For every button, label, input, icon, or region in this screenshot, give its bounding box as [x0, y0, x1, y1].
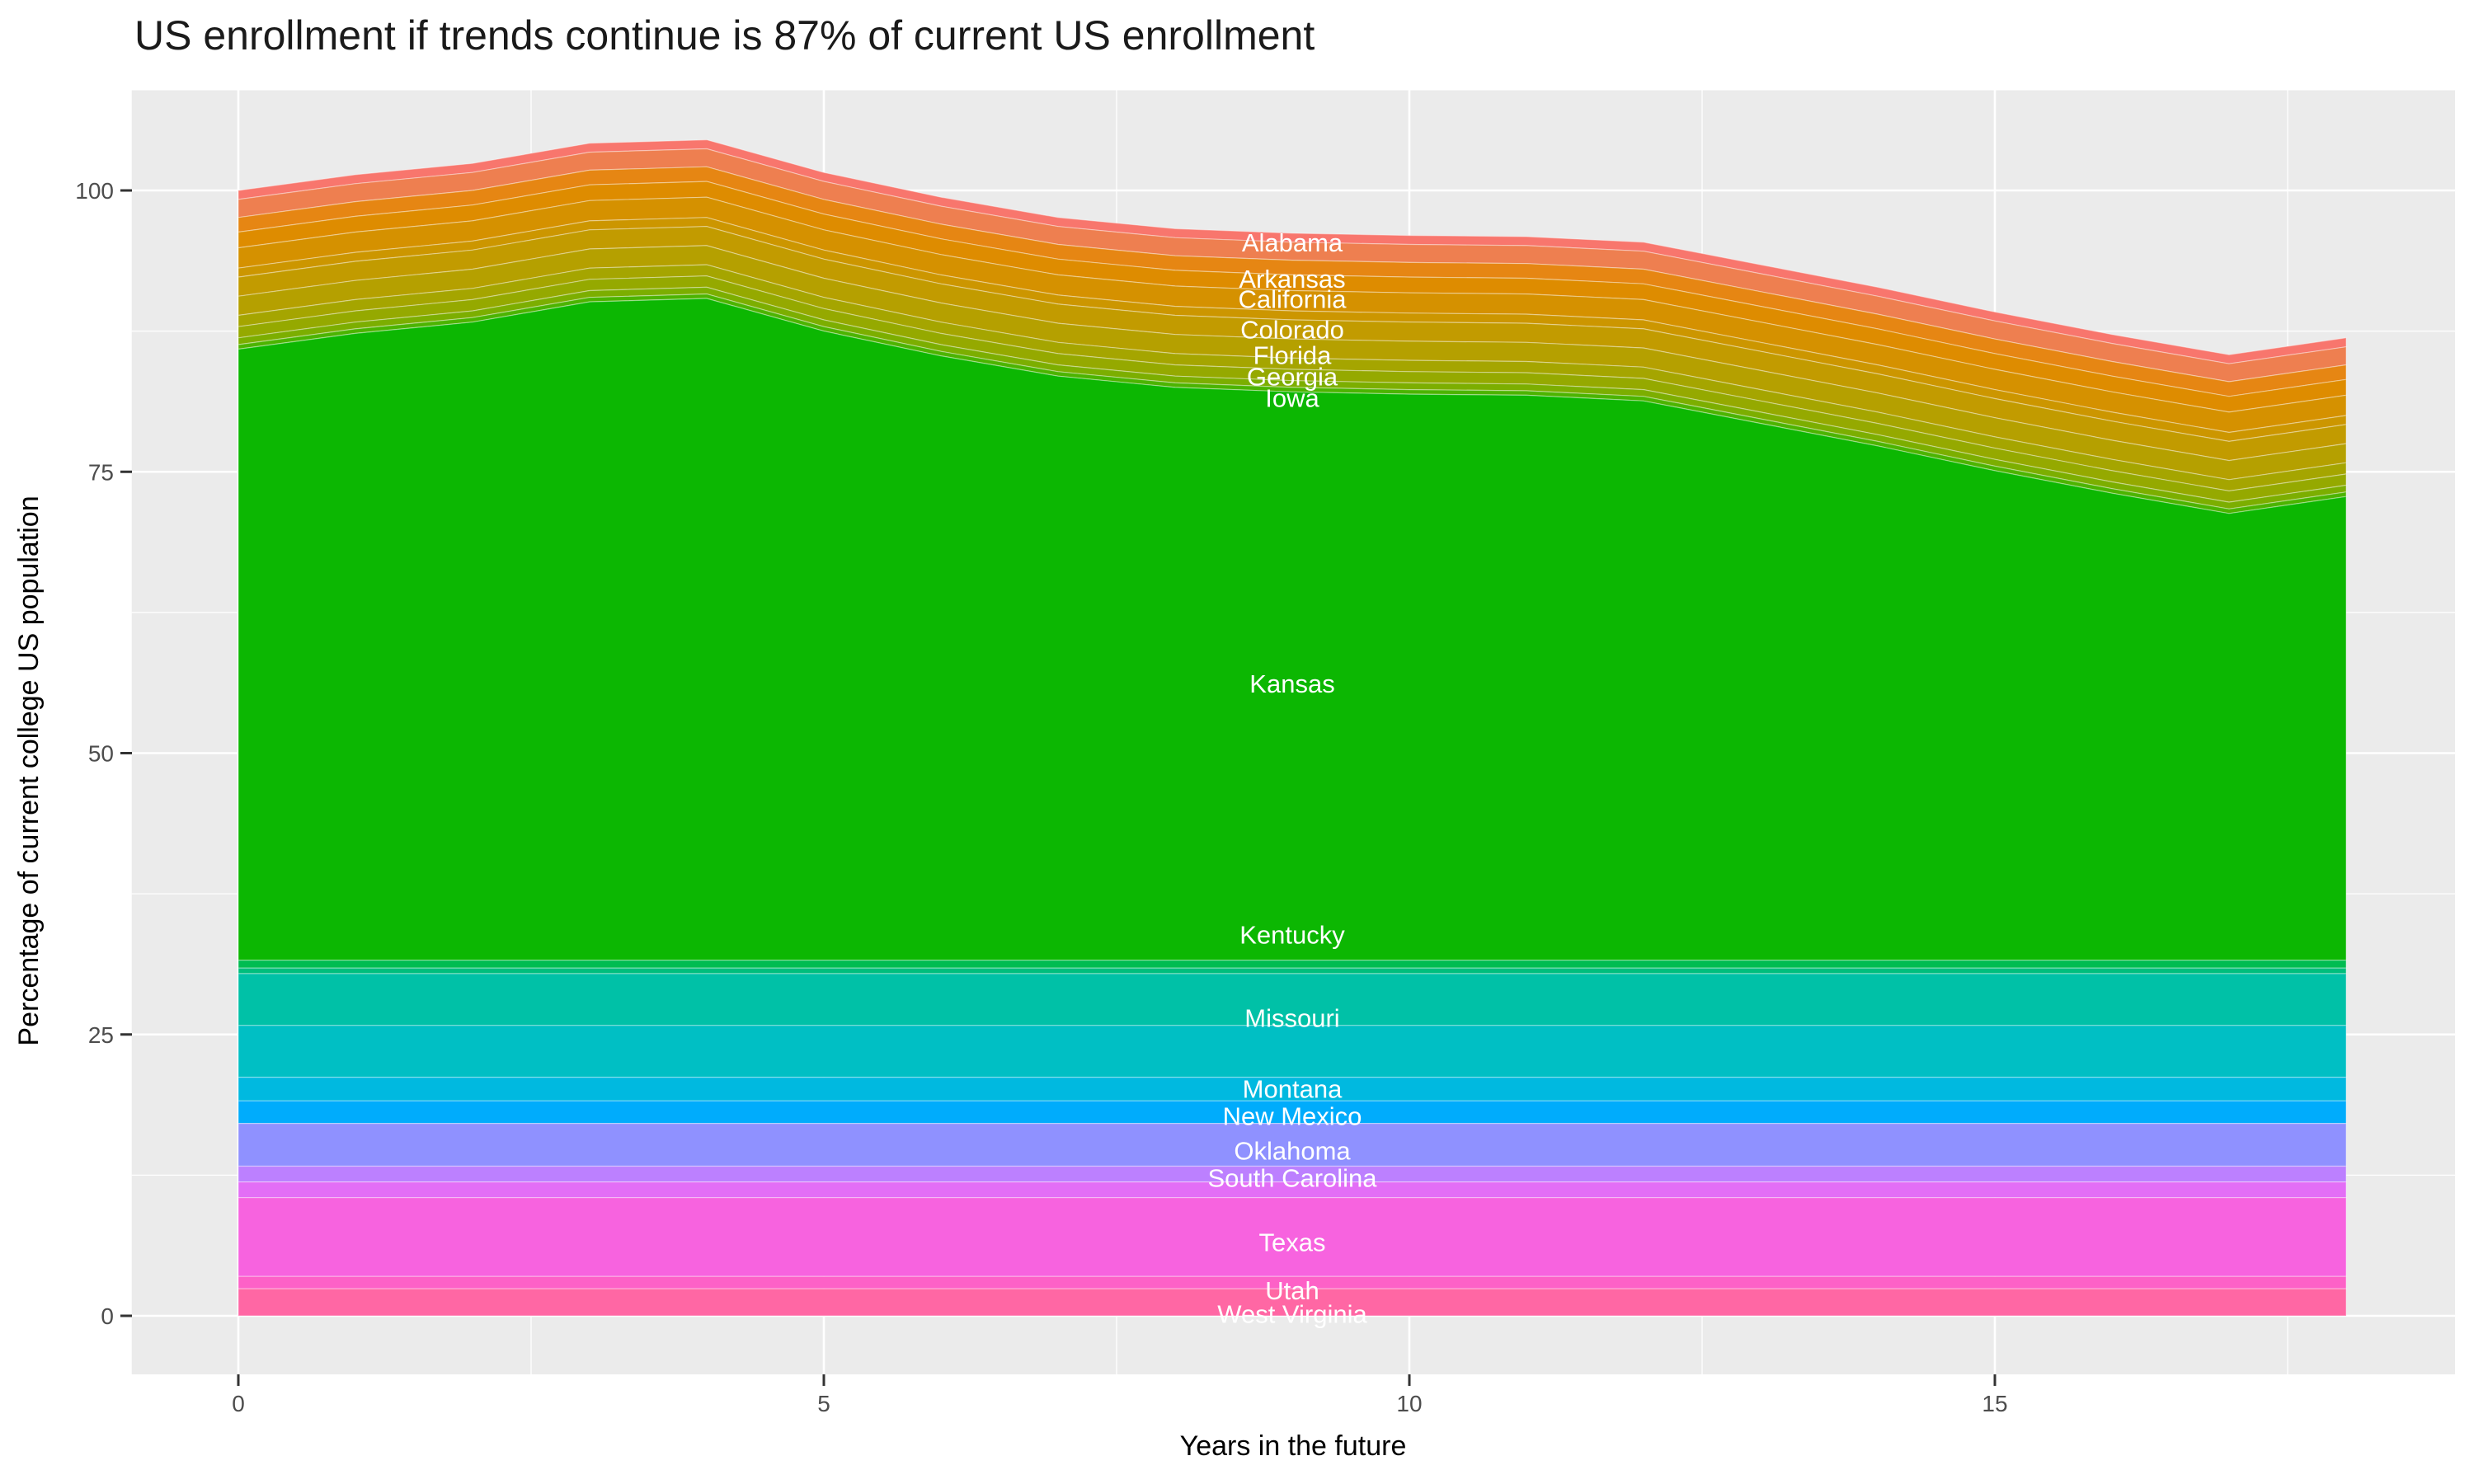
band-label-oklahoma: Oklahoma: [1234, 1137, 1351, 1166]
area-band-unlabeled: [238, 967, 2347, 974]
band-label-iowa: Iowa: [1265, 384, 1319, 413]
x-axis-title: Years in the future: [1180, 1430, 1407, 1462]
area-band-west-virginia: [238, 1288, 2347, 1317]
x-tick-label: 5: [817, 1391, 830, 1416]
band-label-missouri: Missouri: [1244, 1004, 1339, 1033]
band-label-kentucky: Kentucky: [1239, 921, 1345, 950]
y-tick-label: 75: [88, 459, 114, 485]
x-tick-label: 15: [1982, 1391, 2007, 1416]
y-tick-label: 0: [101, 1303, 114, 1329]
band-label-kansas: Kansas: [1249, 669, 1334, 698]
band-label-texas: Texas: [1259, 1228, 1326, 1256]
band-label-south-carolina: South Carolina: [1207, 1163, 1377, 1192]
band-label-colorado: Colorado: [1240, 315, 1344, 344]
x-tick-label: 0: [232, 1391, 245, 1416]
band-label-montana: Montana: [1243, 1075, 1343, 1104]
chart-title: US enrollment if trends continue is 87% …: [134, 12, 1315, 59]
band-label-arkansas: Arkansas: [1239, 265, 1345, 294]
band-label-california: California: [1239, 284, 1348, 313]
band-label-georgia: Georgia: [1247, 363, 1338, 392]
band-label-utah: Utah: [1265, 1276, 1319, 1305]
y-tick-label: 100: [75, 178, 114, 204]
area-band-unlabeled: [238, 960, 2347, 969]
y-tick-label: 25: [88, 1022, 114, 1048]
band-label-florida: Florida: [1253, 341, 1333, 370]
area-band-missouri: [238, 1025, 2347, 1078]
band-label-alabama: Alabama: [1242, 228, 1343, 257]
band-label-west-virginia: West Virginia: [1217, 1300, 1367, 1329]
band-label-new-mexico: New Mexico: [1223, 1101, 1362, 1130]
y-axis-title: Percentage of current college US populat…: [13, 495, 45, 1045]
y-tick-label: 50: [88, 741, 114, 767]
x-tick-label: 10: [1396, 1391, 1422, 1416]
